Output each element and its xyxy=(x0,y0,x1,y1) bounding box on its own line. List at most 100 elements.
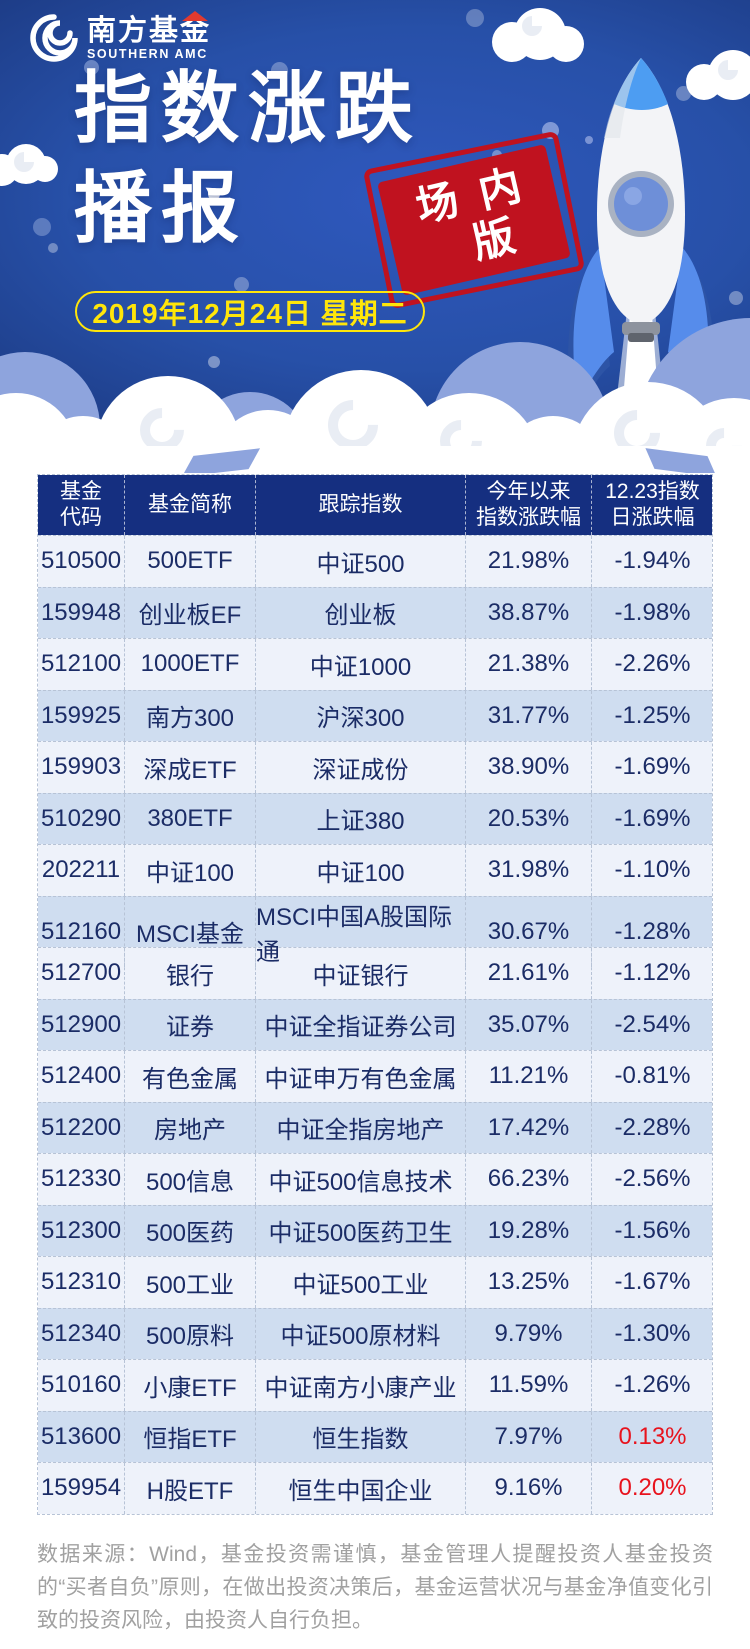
cell-ytd: 11.59% xyxy=(465,1360,591,1411)
column-header-4: 12.23指数 日涨跌幅 xyxy=(591,475,713,535)
table-row: 510290 380ETF 上证380 20.53% -1.69% xyxy=(38,792,713,844)
cell-index: 中证全指证券公司 xyxy=(255,999,465,1050)
cell-ytd: 21.98% xyxy=(465,536,591,587)
cell-ytd: 11.21% xyxy=(465,1051,591,1102)
cell-name: 南方300 xyxy=(124,690,255,741)
table-row: 159954 H股ETF 恒生中国企业 9.16% 0.20% xyxy=(38,1462,712,1514)
cell-daily: -1.30% xyxy=(591,1308,713,1359)
cell-daily: -1.69% xyxy=(591,793,713,844)
table-row: 510160 小康ETF 中证南方小康产业 11.59% -1.26% xyxy=(38,1359,712,1411)
cell-name: 深成ETF xyxy=(124,742,255,793)
cell-index: MSCI中国A股国际通 xyxy=(255,896,465,967)
table-row: 159948 创业板EF 创业板 38.87% -1.98% xyxy=(38,586,713,638)
column-header-1: 基金简称 xyxy=(124,475,255,535)
cell-ytd: 30.67% xyxy=(465,896,591,967)
cell-index: 恒生中国企业 xyxy=(255,1463,465,1514)
cell-ytd: 38.90% xyxy=(465,742,591,793)
table-row: 512310 500工业 中证500工业 13.25% -1.67% xyxy=(38,1256,712,1308)
cell-name: 创业板EF xyxy=(124,587,255,638)
cell-index: 上证380 xyxy=(255,793,465,844)
table-row: 512700 银行 中证银行 21.61% -1.12% xyxy=(38,947,712,999)
cloud xyxy=(0,144,66,190)
cell-index: 中证银行 xyxy=(255,948,465,999)
table-row: 512160 MSCI基金 MSCI中国A股国际通 30.67% -1.28% xyxy=(38,895,712,967)
cell-code: 512700 xyxy=(40,959,122,987)
cell-ytd: 66.23% xyxy=(465,1154,591,1205)
table-row: 202211 中证100 中证100 31.98% -1.10% xyxy=(38,844,712,896)
cell-name: 证券 xyxy=(124,999,255,1050)
table-body: 510500 500ETF 中证500 21.98% -1.94% 159948 创业板EF… xyxy=(38,535,712,1514)
cell-name: 500信息 xyxy=(124,1154,255,1205)
table-row: 513600 恒指ETF 恒生指数 7.97% 0.13% xyxy=(38,1410,712,1462)
date-badge: 2019年12月24日 星期二 xyxy=(75,291,425,332)
cell-name: 500工业 xyxy=(124,1257,255,1308)
cloud xyxy=(686,48,750,104)
cell-code: 512200 xyxy=(40,1113,122,1141)
cell-code: 512330 xyxy=(40,1165,122,1193)
cell-ytd: 31.77% xyxy=(465,690,591,741)
cell-name: H股ETF xyxy=(124,1463,255,1514)
cell-daily: -2.54% xyxy=(591,999,713,1050)
cell-name: MSCI基金 xyxy=(124,896,255,967)
fund-table: 基金 代码 基金简称 跟踪指数 今年以来 指数涨跌幅 12.23指数 日涨跌幅 510500 5… xyxy=(37,474,713,1515)
decor-dot xyxy=(84,60,99,75)
cell-index: 中证500信息技术 xyxy=(255,1154,465,1205)
cell-code: 159903 xyxy=(40,753,122,781)
column-header-3: 今年以来 指数涨跌幅 xyxy=(465,475,591,535)
cell-code: 512310 xyxy=(40,1268,122,1296)
decor-dot xyxy=(234,277,249,292)
table-row: 159903 深成ETF 深证成份 38.90% -1.69% xyxy=(38,741,712,793)
cloud-base xyxy=(0,446,750,473)
table-header-row: 基金 代码 基金简称 跟踪指数 今年以来 指数涨跌幅 12.23指数 日涨跌幅 xyxy=(38,475,712,535)
cell-name: 380ETF xyxy=(124,793,255,844)
cell-index: 中证申万有色金属 xyxy=(255,1051,465,1102)
cell-code: 159954 xyxy=(40,1474,122,1502)
cell-name: 500ETF xyxy=(124,536,255,587)
cell-index: 中证1000 xyxy=(255,639,465,690)
cell-index: 中证500工业 xyxy=(255,1257,465,1308)
page-title-line1: 指数涨跌 xyxy=(74,64,423,152)
edition-stamp: 场内 版 xyxy=(362,130,586,310)
cell-daily: -2.28% xyxy=(591,1102,713,1153)
decor-dot xyxy=(271,62,288,79)
cell-code: 512100 xyxy=(40,650,122,678)
cell-daily: -1.94% xyxy=(591,536,713,587)
cell-index: 中证500医药卫生 xyxy=(255,1205,465,1256)
cell-name: 房地产 xyxy=(124,1102,255,1153)
column-header-0: 基金 代码 xyxy=(60,480,102,529)
cell-name: 小康ETF xyxy=(124,1360,255,1411)
cell-ytd: 20.53% xyxy=(465,793,591,844)
disclaimer-text: 数据来源：Wind，基金投资需谨慎，基金管理人提醒投资人基金投资的“买者自负”原… xyxy=(37,1542,713,1632)
cell-daily: -1.10% xyxy=(591,845,713,896)
brand-name: 南方基金 xyxy=(87,14,212,47)
cell-ytd: 19.28% xyxy=(465,1205,591,1256)
cell-index: 深证成份 xyxy=(255,742,465,793)
cell-index: 中证南方小康产业 xyxy=(255,1360,465,1411)
cell-index: 创业板 xyxy=(255,587,465,638)
cell-name: 500原料 xyxy=(124,1308,255,1359)
cell-daily: -1.25% xyxy=(591,690,713,741)
table-row: 512340 500原料 中证500原材料 9.79% -1.30% xyxy=(38,1307,713,1359)
logo-swirl-icon xyxy=(30,14,78,62)
decor-dot xyxy=(585,136,593,144)
cell-name: 1000ETF xyxy=(124,639,255,690)
hero-header: 南方基金 SOUTHERN AMC 指数涨跌 播报 场内 xyxy=(0,0,750,473)
cell-code: 512300 xyxy=(40,1216,122,1244)
cell-daily: -1.56% xyxy=(591,1205,713,1256)
decor-dot xyxy=(208,188,220,200)
cell-daily: -1.28% xyxy=(591,896,713,967)
cell-ytd: 13.25% xyxy=(465,1257,591,1308)
page-title: 指数涨跌 播报 xyxy=(74,58,422,258)
cell-code: 513600 xyxy=(40,1422,122,1450)
cell-code: 512160 xyxy=(40,917,122,945)
cell-daily: 0.20% xyxy=(591,1463,713,1514)
cell-name: 恒指ETF xyxy=(124,1411,255,1462)
cell-index: 中证100 xyxy=(255,845,465,896)
cell-name: 500医药 xyxy=(124,1205,255,1256)
cell-code: 512340 xyxy=(40,1319,122,1347)
decor-dot xyxy=(48,243,58,253)
cell-ytd: 7.97% xyxy=(465,1411,591,1462)
cell-ytd: 38.87% xyxy=(465,587,591,638)
cell-code: 512400 xyxy=(40,1062,122,1090)
cell-daily: -1.98% xyxy=(591,587,713,638)
